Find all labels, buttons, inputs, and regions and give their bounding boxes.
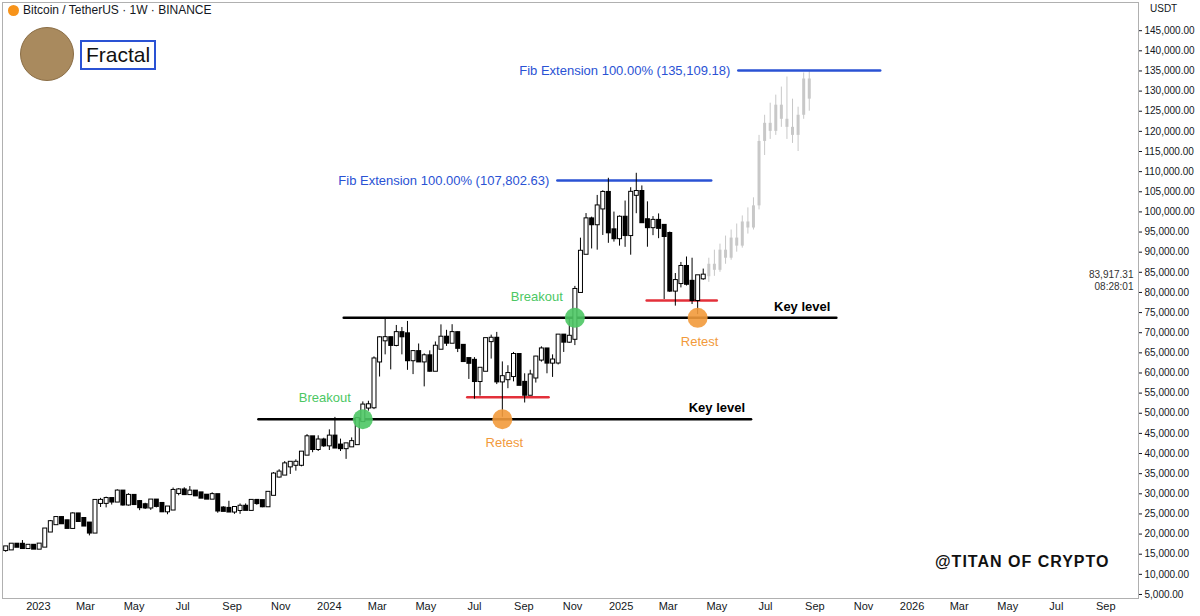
svg-text:55,000.00: 55,000.00 [1145, 387, 1190, 398]
svg-text:Mar: Mar [76, 600, 95, 612]
svg-text:Jul: Jul [758, 600, 772, 612]
svg-text:Retest: Retest [681, 334, 719, 349]
svg-text:145,000.00: 145,000.00 [1145, 25, 1195, 36]
svg-text:May: May [997, 600, 1018, 612]
svg-text:May: May [415, 600, 436, 612]
svg-text:Sep: Sep [1096, 600, 1116, 612]
svg-text:Fib Extension 100.00% (135,109: Fib Extension 100.00% (135,109.18) [519, 63, 730, 78]
svg-text:Nov: Nov [854, 600, 874, 612]
svg-text:Sep: Sep [805, 600, 825, 612]
svg-text:120,000.00: 120,000.00 [1145, 126, 1195, 137]
svg-text:2024: 2024 [317, 600, 341, 612]
svg-text:Nov: Nov [563, 600, 583, 612]
svg-text:125,000.00: 125,000.00 [1145, 105, 1195, 116]
svg-text:85,000.00: 85,000.00 [1145, 267, 1190, 278]
svg-text:5,000.00: 5,000.00 [1145, 589, 1184, 600]
svg-text:110,000.00: 110,000.00 [1145, 166, 1195, 177]
svg-text:95,000.00: 95,000.00 [1145, 226, 1190, 237]
svg-text:70,000.00: 70,000.00 [1145, 327, 1190, 338]
svg-text:20,000.00: 20,000.00 [1145, 528, 1190, 539]
svg-text:130,000.00: 130,000.00 [1145, 85, 1195, 96]
svg-text:100,000.00: 100,000.00 [1145, 206, 1195, 217]
svg-text:Fib Extension 100.00% (107,802: Fib Extension 100.00% (107,802.63) [338, 173, 549, 188]
svg-text:Sep: Sep [514, 600, 534, 612]
svg-text:Retest: Retest [486, 435, 524, 450]
svg-text:135,000.00: 135,000.00 [1145, 65, 1195, 76]
html-text:Bitcoin / TetherUS · 1W · BINA: Bitcoin / TetherUS · 1W · BINANCE [23, 3, 212, 17]
svg-text:Mar: Mar [368, 600, 387, 612]
svg-text:2023: 2023 [26, 600, 50, 612]
svg-text:2026: 2026 [900, 600, 924, 612]
svg-text:50,000.00: 50,000.00 [1145, 407, 1190, 418]
svg-text:80,000.00: 80,000.00 [1145, 287, 1190, 298]
svg-text:Breakout: Breakout [299, 390, 351, 405]
svg-text:65,000.00: 65,000.00 [1145, 347, 1190, 358]
svg-text:Breakout: Breakout [511, 289, 563, 304]
svg-text:2025: 2025 [609, 600, 633, 612]
svg-text:35,000.00: 35,000.00 [1145, 468, 1190, 479]
html-text:@TITAN OF CRYPTO: @TITAN OF CRYPTO [935, 553, 1110, 570]
svg-text:May: May [706, 600, 727, 612]
svg-text:Key level: Key level [689, 400, 745, 415]
svg-text:Jul: Jul [467, 600, 481, 612]
svg-text:83,917.31: 83,917.31 [1089, 269, 1134, 280]
svg-text:115,000.00: 115,000.00 [1145, 146, 1195, 157]
svg-text:08:28:01: 08:28:01 [1095, 281, 1134, 292]
svg-text:140,000.00: 140,000.00 [1145, 45, 1195, 56]
svg-text:10,000.00: 10,000.00 [1145, 569, 1190, 580]
svg-text:Key level: Key level [774, 299, 830, 314]
svg-text:May: May [124, 600, 145, 612]
svg-text:25,000.00: 25,000.00 [1145, 508, 1190, 519]
svg-text:60,000.00: 60,000.00 [1145, 367, 1190, 378]
svg-text:90,000.00: 90,000.00 [1145, 246, 1190, 257]
html-text:USDT: USDT [1150, 3, 1178, 14]
svg-text:15,000.00: 15,000.00 [1145, 548, 1190, 559]
svg-text:75,000.00: 75,000.00 [1145, 307, 1190, 318]
html-text:Fractal: Fractal [86, 43, 151, 66]
svg-text:Jul: Jul [1049, 600, 1063, 612]
svg-text:45,000.00: 45,000.00 [1145, 428, 1190, 439]
svg-text:Mar: Mar [659, 600, 678, 612]
svg-text:Nov: Nov [271, 600, 291, 612]
svg-text:Sep: Sep [222, 600, 242, 612]
svg-text:40,000.00: 40,000.00 [1145, 448, 1190, 459]
svg-text:Mar: Mar [950, 600, 969, 612]
svg-text:30,000.00: 30,000.00 [1145, 488, 1190, 499]
svg-text:105,000.00: 105,000.00 [1145, 186, 1195, 197]
svg-text:Jul: Jul [176, 600, 190, 612]
